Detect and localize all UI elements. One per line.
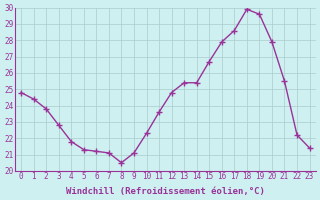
X-axis label: Windchill (Refroidissement éolien,°C): Windchill (Refroidissement éolien,°C) [66, 187, 265, 196]
